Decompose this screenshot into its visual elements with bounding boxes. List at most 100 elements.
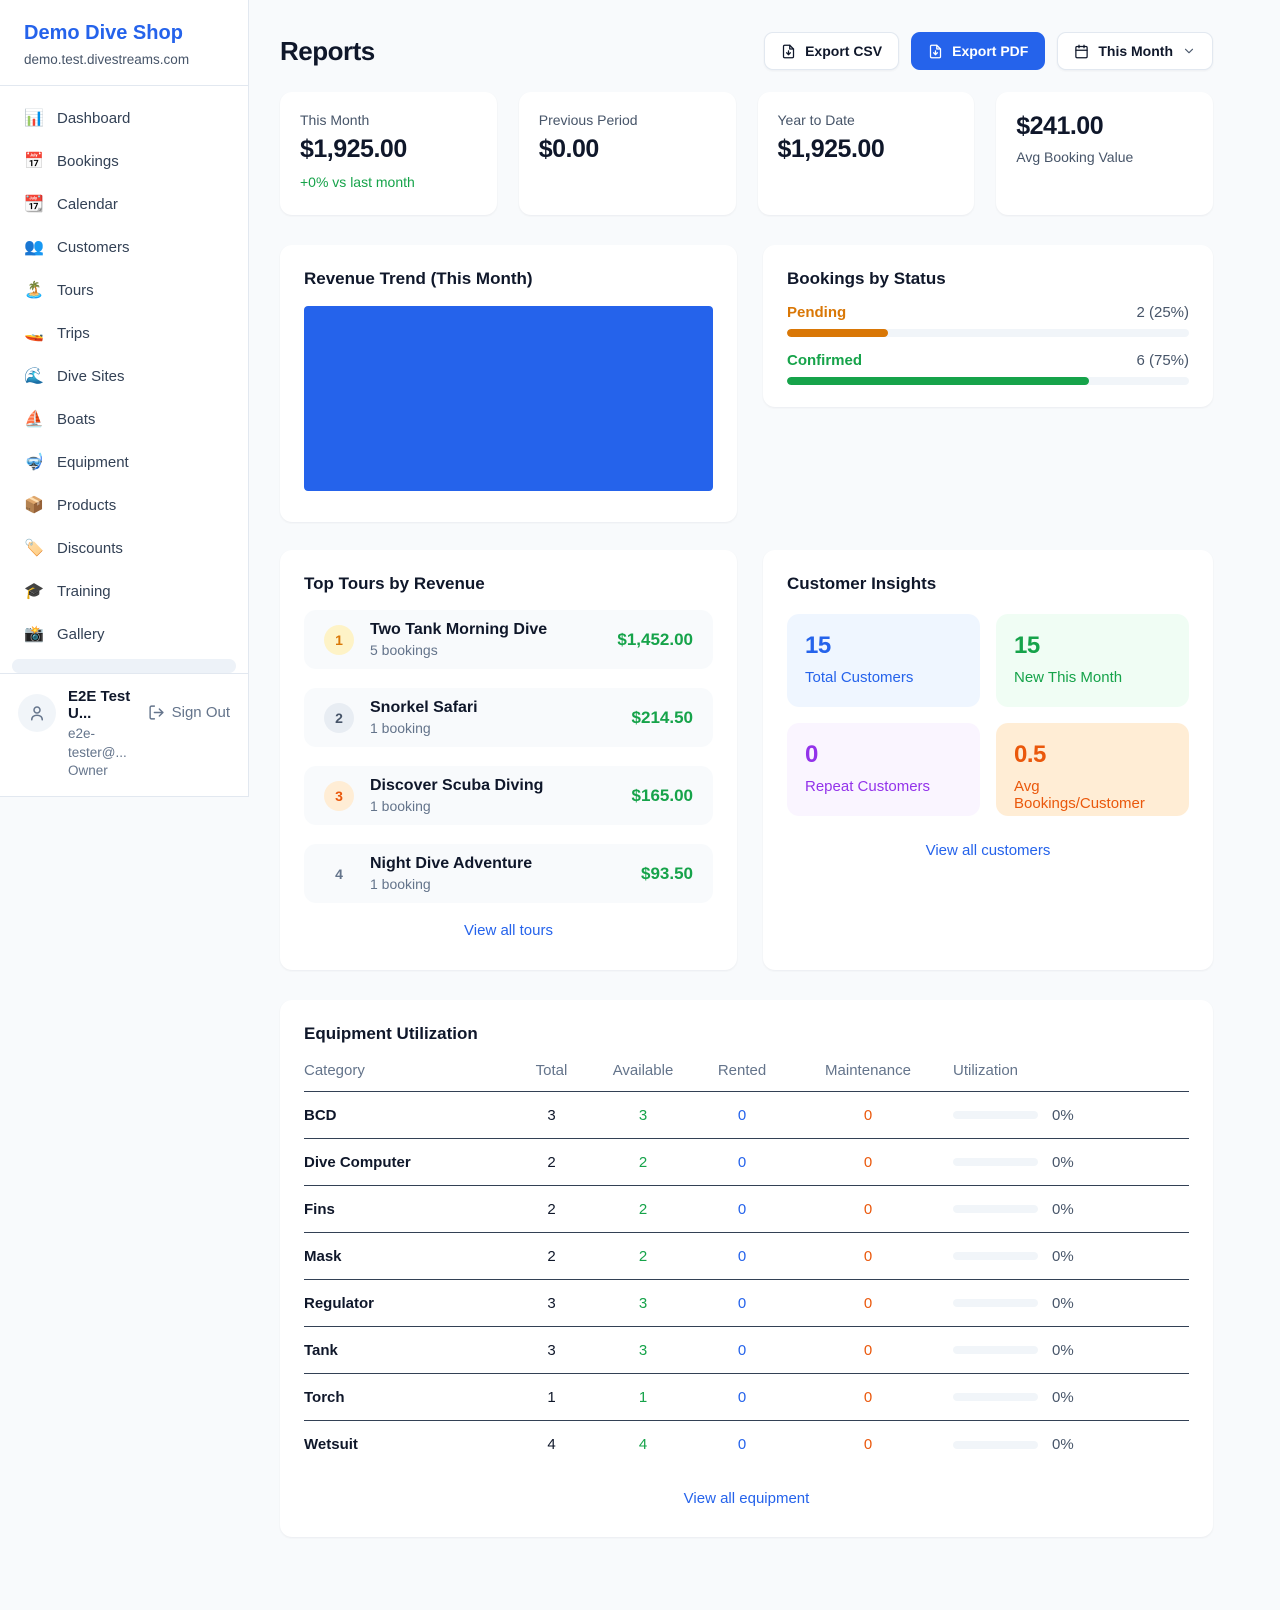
- utilization-bar-track: [953, 1252, 1038, 1260]
- nav-item-label: Gallery: [57, 625, 105, 643]
- export-pdf-button[interactable]: Export PDF: [911, 32, 1046, 70]
- insight-number: 15: [805, 632, 831, 659]
- status-bar-track: [787, 377, 1189, 385]
- nav-item-label: Bookings: [57, 152, 119, 170]
- user-email: e2e-tester@...: [68, 726, 127, 760]
- customer-insights-title: Customer Insights: [787, 574, 937, 593]
- cell-total: 3: [547, 1106, 556, 1124]
- sidebar-nav-item[interactable]: 🏷️ Discounts: [12, 530, 236, 566]
- table-row: Torch 1 1 0 0 0%: [304, 1374, 1189, 1421]
- cell-maintenance: 0: [863, 1436, 873, 1453]
- tour-revenue: $165.00: [631, 785, 693, 805]
- sidebar-nav-item[interactable]: 📊 Dashboard: [12, 100, 236, 136]
- nav-item-icon: 👥: [24, 239, 44, 256]
- insight-number: 0.5: [1014, 741, 1046, 768]
- sidebar: Demo Dive Shop demo.test.divestreams.com…: [0, 0, 249, 797]
- status-bar-fill: [787, 377, 1089, 385]
- utilization-bar-track: [953, 1346, 1038, 1354]
- tour-bookings-count: 1 booking: [370, 876, 431, 892]
- insight-tile: 15 Total Customers: [787, 614, 980, 707]
- revenue-trend-bar: [304, 306, 713, 491]
- cell-rented: 0: [737, 1200, 747, 1218]
- sidebar-nav-item[interactable]: 🏝️ Tours: [12, 272, 236, 308]
- sidebar-nav-item[interactable]: 🚤 Trips: [12, 315, 236, 351]
- sidebar-nav-item[interactable]: ⛵ Boats: [12, 401, 236, 437]
- cell-available: 3: [638, 1341, 648, 1359]
- nav-item-icon: 📸: [24, 626, 44, 643]
- status-row: Confirmed 6 (75%): [787, 352, 1189, 385]
- stat-card: Previous Period $0.00: [518, 92, 736, 215]
- insight-tile: 0 Repeat Customers: [787, 723, 980, 816]
- stat-value: $0.00: [538, 135, 600, 163]
- cell-rented: 0: [737, 1341, 747, 1359]
- cell-maintenance: 0: [863, 1341, 873, 1359]
- sidebar-nav-item-partial[interactable]: [12, 659, 236, 674]
- sidebar-nav-item[interactable]: 📸 Gallery: [12, 616, 236, 652]
- nav-item-icon: 📊: [24, 110, 44, 127]
- insight-tile: 0.5 Avg Bookings/Customer: [996, 723, 1189, 816]
- tour-row: 3 Discover Scuba Diving 1 booking $165.0…: [304, 766, 713, 825]
- sidebar-nav-item[interactable]: 👥 Customers: [12, 229, 236, 265]
- stat-label: Year to Date: [777, 112, 855, 128]
- cell-maintenance: 0: [863, 1294, 873, 1312]
- file-download-icon: [929, 44, 942, 58]
- stat-card: This Month $1,925.00 +0% vs last month: [280, 92, 497, 215]
- utilization-percent: 0%: [1052, 1436, 1074, 1453]
- cell-available: 3: [638, 1106, 648, 1124]
- nav-item-icon: ⛵: [24, 411, 44, 428]
- rank-badge: 2: [324, 702, 354, 733]
- cell-total: 2: [547, 1153, 556, 1171]
- cell-total: 3: [547, 1341, 556, 1359]
- table-row: BCD 3 3 0 0 0%: [304, 1092, 1189, 1139]
- status-list: Pending 2 (25%) Confirmed 6 (75%): [787, 304, 1189, 385]
- tour-text: Night Dive Adventure 1 booking: [370, 855, 625, 892]
- utilization-percent: 0%: [1052, 1341, 1074, 1359]
- view-all-customers-link[interactable]: View all customers: [925, 842, 1051, 859]
- tour-bookings-count: 1 booking: [370, 720, 431, 736]
- sidebar-nav-item[interactable]: 📦 Products: [12, 487, 236, 523]
- user-info: E2E Test U... e2e-tester@... Owner: [68, 688, 136, 780]
- table-row: Wetsuit 4 4 0 0 0%: [304, 1421, 1189, 1468]
- nav-item-label: Dive Sites: [57, 367, 125, 385]
- nav-item-icon: 📦: [24, 497, 44, 514]
- view-all-equipment-link[interactable]: View all equipment: [683, 1490, 810, 1507]
- sidebar-nav-item[interactable]: 🤿 Equipment: [12, 444, 236, 480]
- cell-utilization: 0%: [939, 1389, 1189, 1406]
- nav-item-label: Tours: [57, 281, 94, 299]
- status-head: Confirmed 6 (75%): [787, 352, 1189, 369]
- status-value: 6 (75%): [1136, 352, 1189, 369]
- status-bar-track: [787, 329, 1189, 337]
- cell-category: Fins: [304, 1200, 335, 1218]
- cell-total: 4: [547, 1436, 556, 1453]
- sidebar-nav-item[interactable]: 🎓 Training: [12, 573, 236, 609]
- equipment-utilization-title: Equipment Utilization: [304, 1024, 478, 1043]
- cell-utilization: 0%: [939, 1154, 1189, 1171]
- insight-number: 15: [1014, 632, 1040, 659]
- col-header-rented: Rented: [717, 1062, 767, 1079]
- view-all-tours-link[interactable]: View all tours: [464, 922, 553, 939]
- cell-utilization: 0%: [939, 1248, 1189, 1265]
- sidebar-nav-item[interactable]: 📆 Calendar: [12, 186, 236, 222]
- period-dropdown[interactable]: This Month: [1057, 32, 1213, 70]
- cell-category: Regulator: [304, 1294, 375, 1312]
- nav-item-label: Products: [57, 496, 117, 514]
- tour-name: Discover Scuba Diving: [370, 777, 544, 794]
- sidebar-nav-item[interactable]: 📅 Bookings: [12, 143, 236, 179]
- cell-rented: 0: [737, 1247, 747, 1265]
- sign-out-button[interactable]: Sign Out: [148, 704, 230, 721]
- utilization-percent: 0%: [1052, 1388, 1074, 1406]
- table-row: Mask 2 2 0 0 0%: [304, 1233, 1189, 1280]
- utilization-bar-track: [953, 1158, 1038, 1166]
- tour-name: Night Dive Adventure: [370, 855, 533, 872]
- bookings-by-status-title: Bookings by Status: [787, 269, 946, 288]
- export-csv-button[interactable]: Export CSV: [764, 32, 900, 70]
- sidebar-nav-item[interactable]: 🌊 Dive Sites: [12, 358, 236, 394]
- stat-value: $1,925.00: [777, 135, 885, 163]
- main-content: Reports Export CSV Export PDF This Month…: [280, 32, 1213, 1537]
- tour-name: Snorkel Safari: [370, 699, 478, 716]
- status-label: Pending: [787, 304, 847, 321]
- nav-item-label: Calendar: [57, 195, 118, 213]
- cell-rented: 0: [737, 1106, 747, 1124]
- cell-utilization: 0%: [939, 1436, 1189, 1453]
- user-role: Owner: [68, 762, 108, 778]
